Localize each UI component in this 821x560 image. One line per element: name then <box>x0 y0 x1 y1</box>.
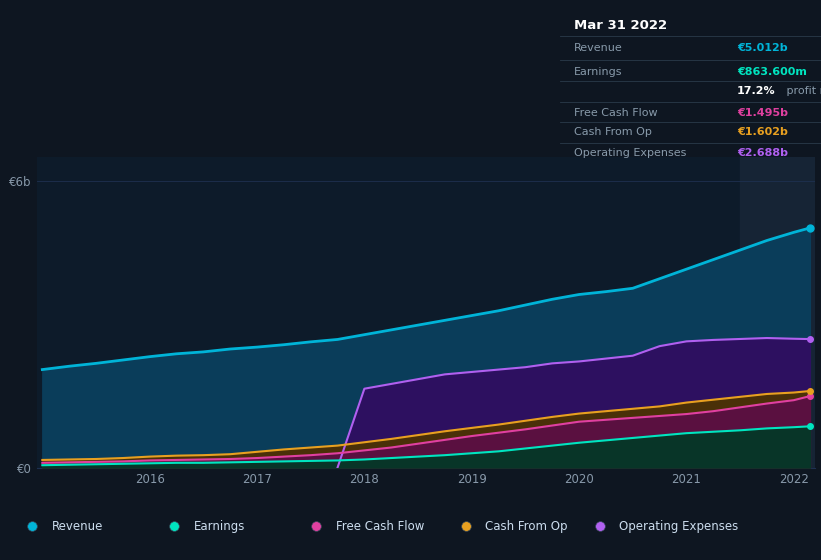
Text: €1.602b: €1.602b <box>736 127 787 137</box>
Bar <box>740 157 815 468</box>
Text: Revenue: Revenue <box>574 43 622 53</box>
Text: €2.688b: €2.688b <box>736 148 788 158</box>
Text: Mar 31 2022: Mar 31 2022 <box>574 19 667 32</box>
Text: Earnings: Earnings <box>574 67 622 77</box>
Text: Free Cash Flow: Free Cash Flow <box>574 108 658 118</box>
Text: €1.495b: €1.495b <box>736 108 788 118</box>
Text: Cash From Op: Cash From Op <box>485 520 568 533</box>
Text: Earnings: Earnings <box>194 520 245 533</box>
Text: Operating Expenses: Operating Expenses <box>574 148 686 158</box>
Text: 17.2%: 17.2% <box>736 86 775 96</box>
Text: Free Cash Flow: Free Cash Flow <box>336 520 424 533</box>
Text: €863.600m: €863.600m <box>736 67 807 77</box>
Text: Revenue: Revenue <box>52 520 103 533</box>
Text: €5.012b: €5.012b <box>736 43 787 53</box>
Text: Cash From Op: Cash From Op <box>574 127 652 137</box>
Text: Operating Expenses: Operating Expenses <box>619 520 739 533</box>
Text: profit margin: profit margin <box>782 86 821 96</box>
